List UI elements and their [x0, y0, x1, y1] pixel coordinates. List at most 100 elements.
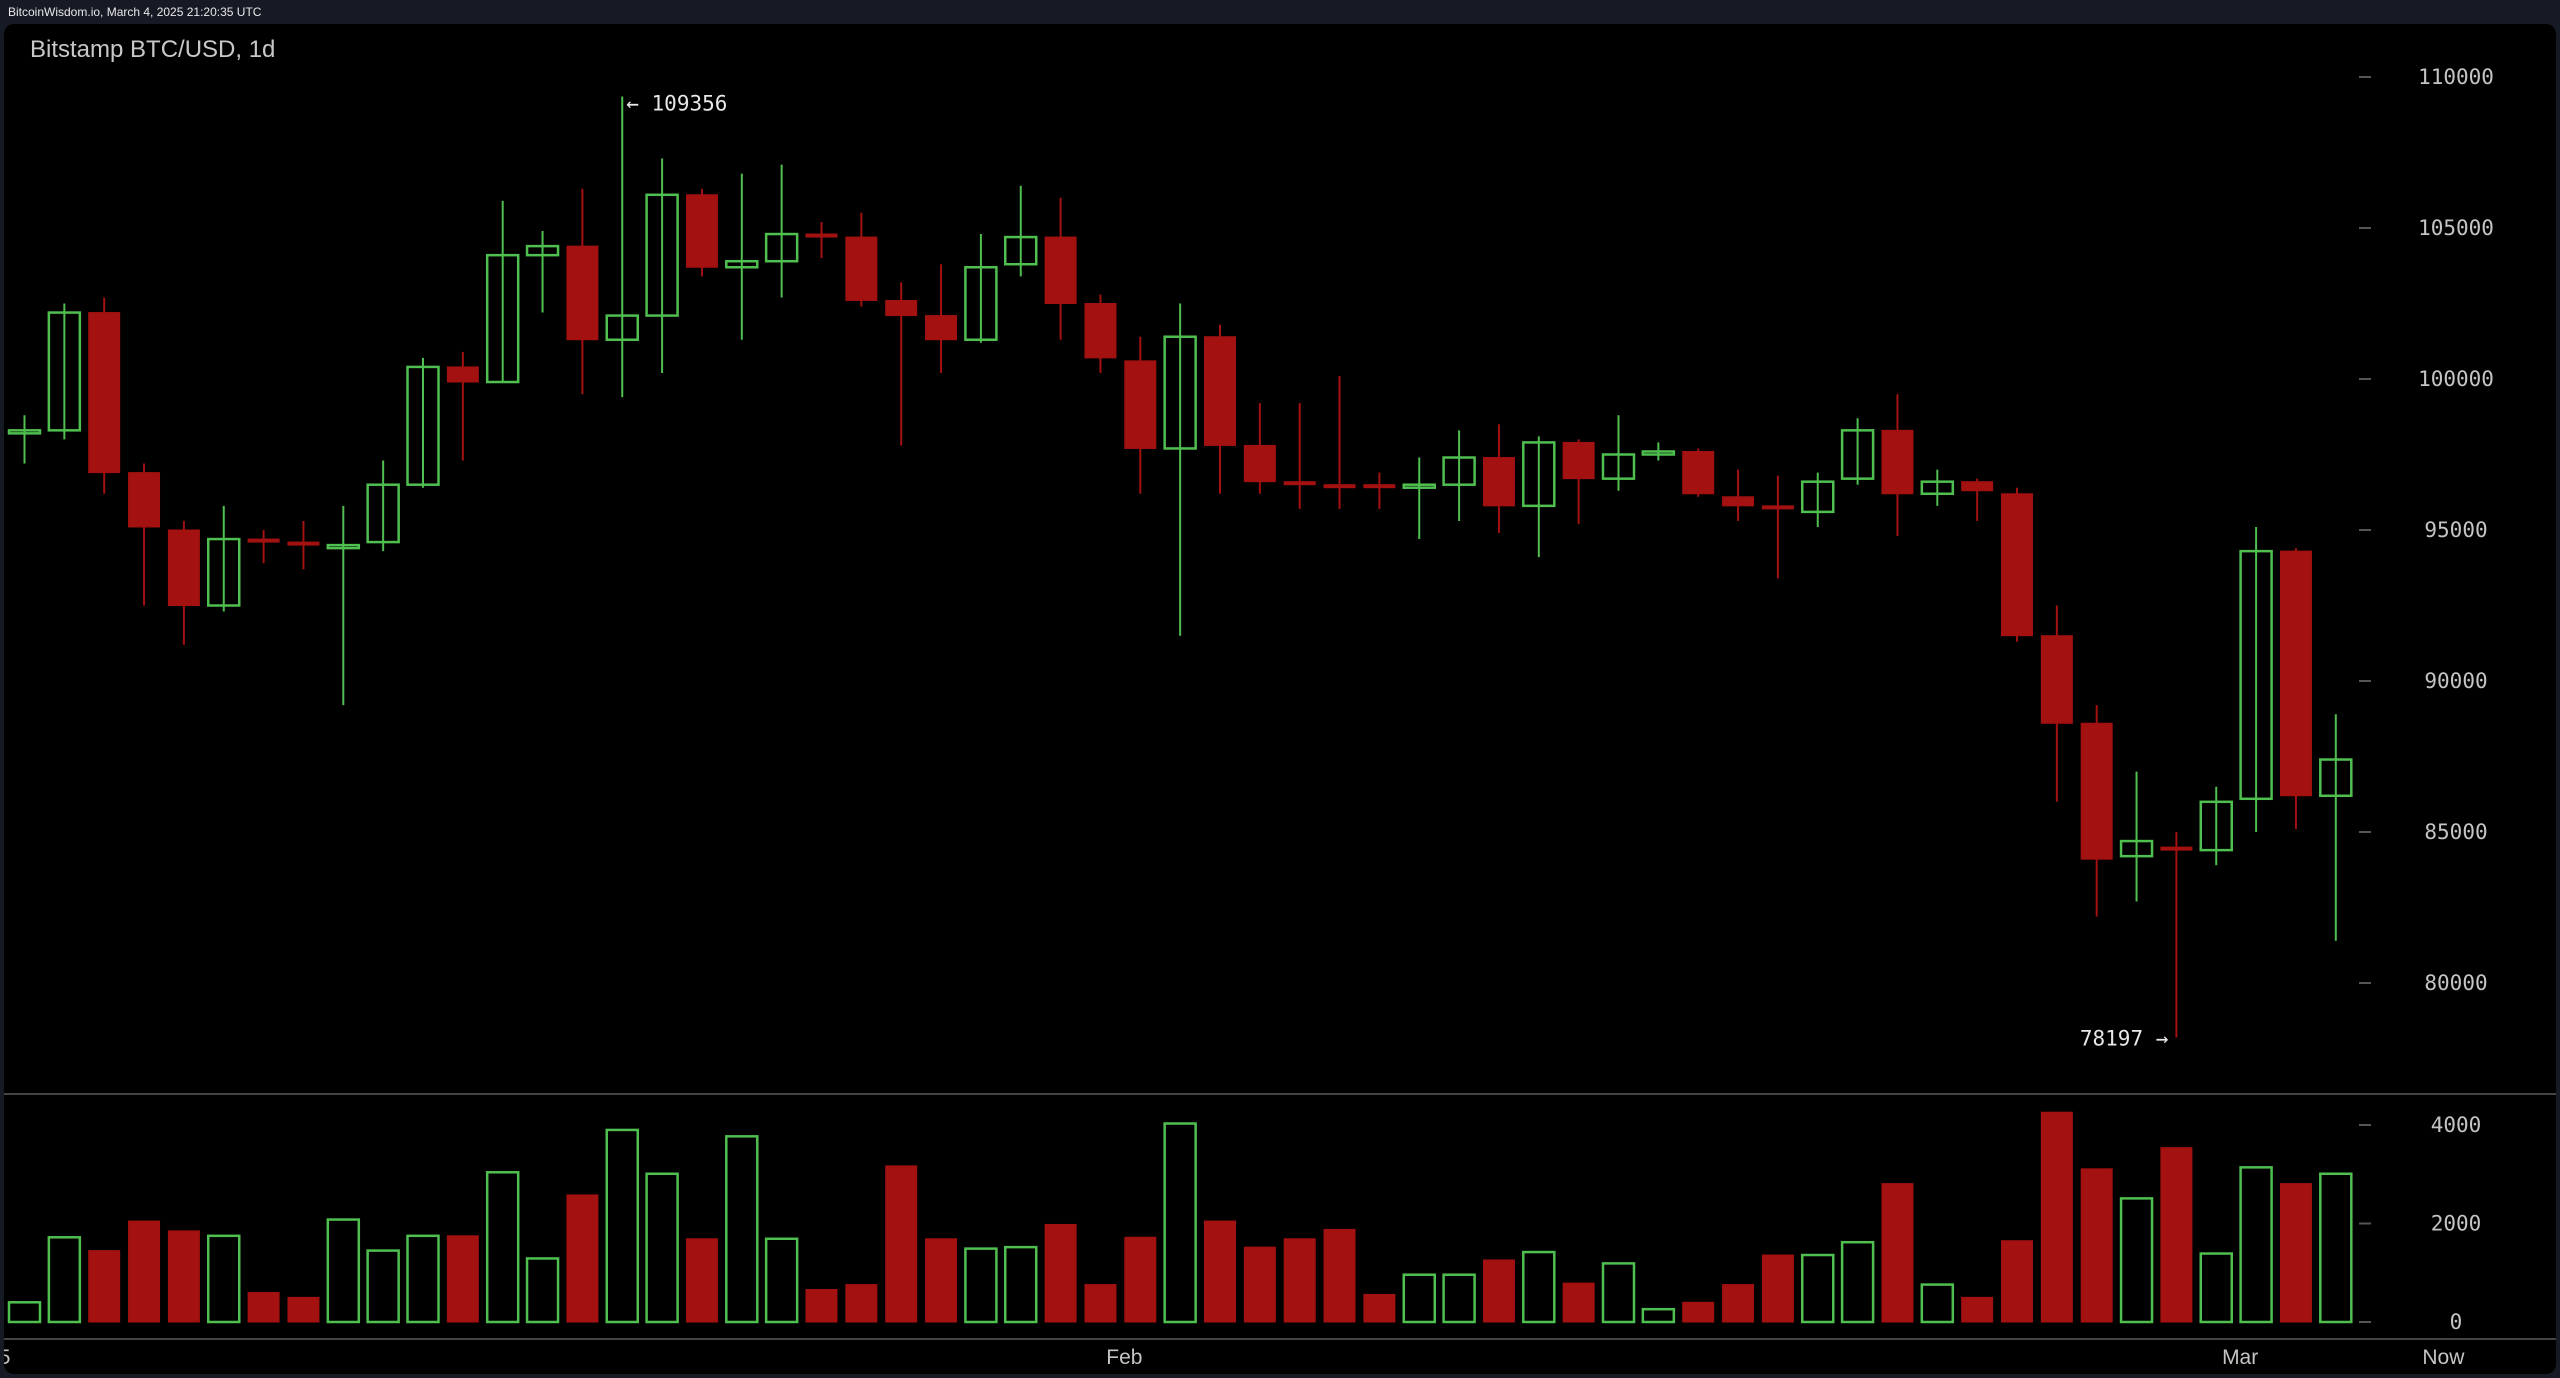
volume-bar — [406, 1234, 440, 1324]
candle-down — [1363, 484, 1396, 489]
candle-down — [2160, 846, 2193, 851]
candle-up — [366, 483, 400, 544]
candle-up — [47, 311, 82, 432]
candle-up — [1163, 335, 1197, 450]
volume-bar — [805, 1288, 838, 1323]
candle-up — [2199, 800, 2233, 852]
candle-down — [1084, 303, 1117, 359]
volume-bar — [1044, 1223, 1077, 1323]
candle-down — [128, 472, 161, 528]
x-tick-label: Feb — [1106, 1346, 1142, 1369]
price-tick-label: 85000 — [2424, 820, 2487, 844]
volume-bar — [128, 1220, 161, 1323]
volume-bar — [1482, 1259, 1515, 1323]
volume-bar — [2080, 1168, 2113, 1323]
candle-up — [605, 314, 639, 341]
volume-bar — [1761, 1254, 1794, 1323]
candle-up — [1801, 480, 1835, 514]
candle-up — [7, 429, 42, 435]
volume-bar — [1163, 1122, 1197, 1324]
volume-bar — [2319, 1172, 2353, 1324]
volume-bar — [1283, 1238, 1316, 1323]
volume-bar — [1522, 1250, 1556, 1324]
volume-bar — [1920, 1283, 1955, 1324]
chart-panel: 80000 85000 90000 95000 100000 105000 110000 0 2… — [4, 24, 2556, 1374]
candle-down — [885, 299, 918, 317]
price-tick-label: 90000 — [2424, 669, 2487, 693]
candle-up — [764, 232, 799, 263]
volume-bar — [764, 1237, 799, 1324]
candlestick-chart: 80000 85000 90000 95000 100000 105000 110000 0 2… — [4, 65, 2556, 1369]
volume-bar — [446, 1235, 479, 1323]
volume-bar — [845, 1284, 878, 1323]
x-tick-label: Mar — [2222, 1346, 2258, 1369]
source-timestamp: BitcoinWisdom.io, March 4, 2025 21:20:35… — [0, 0, 2560, 24]
volume-bar — [485, 1171, 520, 1324]
candle-down — [685, 194, 718, 268]
candle-down — [1482, 457, 1515, 507]
candle-down — [2040, 635, 2073, 724]
candle-up — [1601, 453, 1636, 480]
candle-down — [88, 312, 121, 474]
volume-bar — [1363, 1293, 1396, 1323]
volume-bar — [2160, 1147, 2193, 1323]
candle-up — [1840, 429, 1875, 480]
candle-up — [2319, 758, 2353, 798]
candle-down — [1881, 429, 1914, 495]
volume-bar — [366, 1249, 400, 1324]
candle-down — [2001, 493, 2033, 637]
volume-bar — [1124, 1236, 1157, 1323]
volume-bar — [1243, 1246, 1276, 1323]
volume-bar — [1961, 1296, 1994, 1323]
volume-bar — [2001, 1240, 2033, 1323]
candle-down — [1722, 496, 1755, 507]
candle-down — [1682, 450, 1715, 495]
high-annotation: ← 109356 — [626, 91, 727, 115]
volume-bar — [1204, 1220, 1236, 1323]
price-tick-label: 105000 — [2418, 216, 2494, 240]
volume-bar — [1881, 1183, 1914, 1323]
candle-down — [1124, 360, 1157, 449]
volume-bar — [645, 1172, 679, 1324]
candle-up — [964, 266, 998, 341]
chart-title: Bitstamp BTC/USD, 1d — [30, 36, 276, 63]
volume-bar — [1722, 1284, 1755, 1323]
volume-tick-label: 4000 — [2431, 1113, 2482, 1137]
candle-up — [1522, 441, 1556, 508]
candle-down — [566, 245, 599, 341]
candle-down — [1562, 441, 1595, 480]
price-tick-label: 80000 — [2424, 971, 2487, 995]
volume-bar — [2199, 1252, 2233, 1324]
volume-bar — [1682, 1301, 1715, 1323]
volume-bar — [287, 1296, 320, 1323]
candle-down — [1323, 484, 1356, 489]
candle-up — [1442, 456, 1476, 486]
candle-down — [1761, 505, 1794, 510]
x-tick-label: 5 — [4, 1346, 10, 1369]
candle-up — [2119, 839, 2154, 858]
volume-bar — [964, 1247, 998, 1324]
candle-down — [2080, 722, 2113, 860]
volume-bar — [685, 1238, 718, 1323]
volume-bar — [1402, 1273, 1436, 1324]
volume-bar — [1442, 1273, 1476, 1324]
volume-bar — [725, 1135, 759, 1324]
volume-bar — [925, 1238, 958, 1323]
volume-bar — [1004, 1245, 1038, 1324]
x-tick-label: Now — [2422, 1346, 2465, 1369]
volume-tick-label: 0 — [2450, 1310, 2463, 1334]
volume-bar — [167, 1230, 200, 1323]
candle-down — [287, 541, 320, 546]
candle-up — [2239, 549, 2273, 801]
candle-down — [2279, 550, 2312, 797]
volume-bar — [1641, 1307, 1676, 1324]
candle-down — [1283, 481, 1316, 486]
candle-up — [1402, 483, 1436, 489]
volume-bar — [2040, 1111, 2073, 1323]
volume-bar — [326, 1218, 361, 1324]
candle-down — [845, 236, 878, 301]
volume-bar — [1562, 1282, 1595, 1323]
candle-down — [1204, 336, 1236, 446]
candle-down — [247, 538, 280, 543]
candle-up — [645, 193, 679, 317]
